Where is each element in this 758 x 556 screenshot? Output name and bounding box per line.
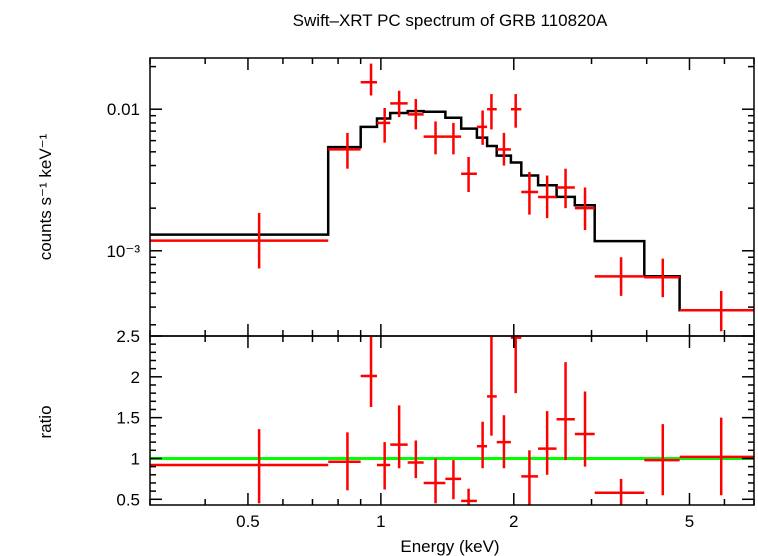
ratio-data-point	[328, 432, 361, 491]
chart-title: Swift–XRT PC spectrum of GRB 110820A	[293, 11, 608, 30]
spectrum-data-point	[496, 132, 511, 166]
spectrum-data-point	[538, 175, 557, 219]
ratio-data-point	[376, 442, 391, 490]
ratio-data-point	[150, 429, 329, 504]
spectrum-data-point	[376, 107, 391, 143]
spectrum-data-points	[150, 63, 754, 332]
ratio-data-point	[594, 478, 645, 505]
ratio-data-point	[679, 417, 754, 496]
spectrum-data-point	[423, 121, 446, 155]
spectrum-data-point	[487, 94, 497, 130]
x-axis-label: Energy (keV)	[400, 537, 499, 556]
y-axis-label-spectrum: counts s⁻¹ keV⁻¹	[36, 133, 55, 260]
ratio-data-point	[461, 488, 477, 505]
spectrum-data-point	[521, 172, 539, 215]
ratio-data-point	[538, 411, 557, 475]
spectrum-axes: 0.01 10⁻³	[106, 57, 755, 337]
spectrum-data-point	[644, 258, 680, 298]
ratio-data-point	[644, 424, 680, 496]
ratio-data-points	[150, 336, 754, 505]
spectrum-panel: 0.01 10⁻³	[106, 57, 755, 337]
y-tick-label-ratio: 1	[131, 449, 140, 468]
ratio-axes: 0.5 1 1.5 2 2.5	[116, 327, 755, 509]
spectrum-data-point	[150, 212, 329, 269]
y-tick-label-spectrum: 10⁻³	[106, 242, 140, 261]
ratio-data-point	[360, 336, 377, 408]
spectrum-data-point	[679, 290, 754, 332]
ratio-panel: 0.5 1 1.5 2 2.5	[116, 327, 755, 509]
ratio-data-point	[487, 336, 497, 436]
spectrum-data-point	[360, 63, 377, 96]
spectrum-data-point	[476, 110, 488, 145]
spectrum-data-point	[510, 94, 522, 128]
y-axis-label-ratio: ratio	[36, 405, 55, 438]
spectrum-data-point	[461, 156, 477, 193]
ratio-data-point	[496, 415, 511, 469]
spectrum-data-point	[328, 132, 361, 169]
spectrum-data-point	[407, 99, 424, 130]
spectrum-data-point	[574, 187, 595, 231]
y-tick-label-ratio: 1.5	[116, 409, 140, 428]
ratio-data-point	[390, 405, 408, 469]
ratio-data-point	[476, 421, 488, 469]
spectrum-data-point	[556, 168, 575, 209]
y-tick-label-ratio: 0.5	[116, 490, 140, 509]
ratio-data-point	[510, 336, 522, 394]
ratio-data-point	[423, 458, 446, 504]
spectrum-data-point	[390, 90, 408, 118]
x-tick-label: 5	[685, 512, 694, 531]
y-tick-label-spectrum: 0.01	[107, 100, 140, 119]
x-tick-labels: 0.5 1 2 5	[236, 512, 694, 531]
x-tick-label: 1	[376, 512, 385, 531]
ratio-data-point	[521, 450, 539, 505]
spectrum-data-point	[594, 257, 645, 296]
ratio-frame	[149, 335, 755, 506]
ratio-data-point	[556, 362, 575, 461]
ratio-data-point	[445, 460, 462, 500]
x-tick-label: 0.5	[236, 512, 260, 531]
y-tick-label-ratio: 2.5	[116, 327, 140, 346]
spectrum-data-point	[445, 122, 462, 155]
x-tick-label: 2	[509, 512, 518, 531]
y-tick-label-ratio: 2	[131, 368, 140, 387]
ratio-data-point	[407, 440, 424, 479]
ratio-data-point	[574, 391, 595, 467]
